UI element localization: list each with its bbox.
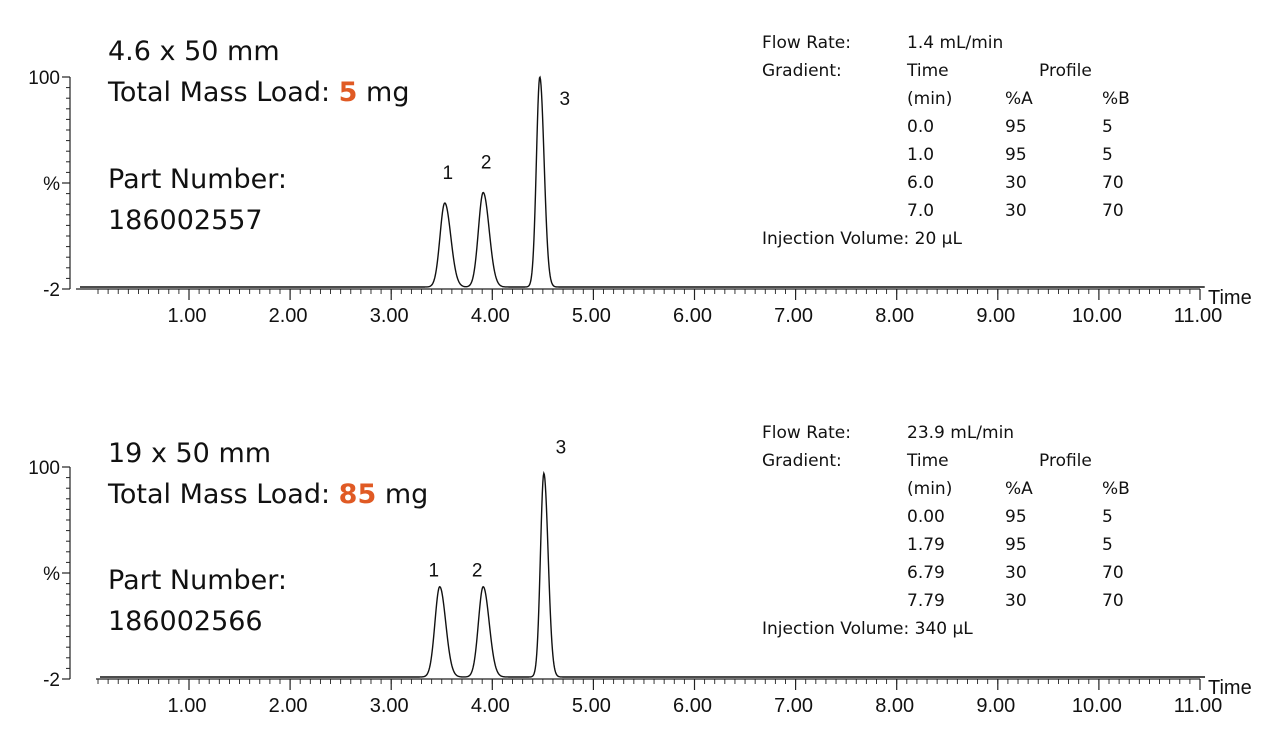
gradient-row-b: 70 (1102, 201, 1124, 221)
peak-label: 2 (472, 561, 483, 582)
y-tick-label: -2 (43, 670, 60, 691)
gradient-row-a: 30 (1005, 563, 1027, 583)
x-tick-label: 10.00 (1072, 695, 1122, 717)
mass-load-unit: mg (357, 77, 410, 108)
panel-2-part-number: 186002566 (108, 606, 263, 637)
mass-load-label: Total Mass Load: (108, 479, 339, 510)
gradient-row-b: 70 (1102, 591, 1124, 611)
y-tick-label: 100 (28, 68, 60, 89)
panel-2-part-number-label: Part Number: (108, 565, 287, 596)
x-tick-label: 6.00 (673, 695, 712, 717)
gradient-row-time: 6.0 (907, 173, 935, 193)
x-tick-label: 2.00 (269, 695, 308, 717)
panel-1-part-number-label: Part Number: (108, 164, 287, 195)
panel-1-column-label: 4.6 x 50 mm (108, 36, 280, 67)
x-tick-label: 3.00 (370, 695, 409, 717)
x-tick-label: 11.00 (1174, 305, 1223, 327)
peak-label: 3 (560, 89, 571, 110)
gradient-row-a: 30 (1005, 173, 1027, 193)
x-tick-label: 9.00 (976, 305, 1015, 327)
injection-volume: Injection Volume: 20 µL (762, 229, 962, 249)
y-tick-label: 100 (28, 458, 60, 479)
y-tick-label: % (43, 174, 60, 195)
x-tick-label: 2.00 (269, 305, 308, 327)
y-tick-label: -2 (43, 280, 60, 301)
x-tick-label: 7.00 (774, 305, 813, 327)
gradient-row-a: 95 (1005, 535, 1027, 555)
peak-label: 1 (442, 163, 453, 184)
gradient-row-a: 95 (1005, 507, 1027, 527)
x-axis-label: Time (1208, 287, 1252, 309)
peak-label: 2 (481, 153, 492, 174)
peak-label: 1 (428, 561, 439, 582)
mass-load-value: 85 (338, 479, 377, 510)
gradient-a-subheader: %A (1005, 89, 1033, 109)
gradient-label: Gradient: (762, 451, 842, 471)
flow-rate-label: Flow Rate: (762, 423, 851, 443)
x-tick-label: 8.00 (875, 695, 914, 717)
panel-2-column-label: 19 x 50 mm (108, 438, 272, 469)
gradient-row-b: 5 (1102, 507, 1113, 527)
gradient-row-time: 1.0 (907, 145, 935, 165)
gradient-row-a: 30 (1005, 201, 1027, 221)
flow-rate-value: 23.9 mL/min (907, 423, 1015, 443)
x-axis-label: Time (1208, 677, 1252, 699)
gradient-row-a: 30 (1005, 591, 1027, 611)
gradient-min-subheader: (min) (907, 479, 953, 499)
chromatogram-trace (80, 75, 1205, 288)
gradient-b-subheader: %B (1102, 89, 1130, 109)
gradient-time-header: Time (907, 451, 949, 471)
x-tick-label: 3.00 (370, 305, 409, 327)
gradient-row-b: 5 (1102, 145, 1113, 165)
flow-rate-value: 1.4 mL/min (907, 33, 1004, 53)
flow-rate-label: Flow Rate: (762, 33, 851, 53)
injection-volume: Injection Volume: 340 µL (762, 619, 973, 639)
x-tick-label: 4.00 (471, 305, 510, 327)
x-tick-label: 1.00 (168, 305, 207, 327)
gradient-row-b: 5 (1102, 117, 1113, 137)
gradient-profile-header: Profile (1039, 61, 1092, 81)
gradient-profile-header: Profile (1039, 451, 1092, 471)
panel-1-part-number: 186002557 (108, 205, 263, 236)
mass-load-label: Total Mass Load: (108, 77, 339, 108)
gradient-time-header: Time (907, 61, 949, 81)
x-tick-label: 4.00 (471, 695, 510, 717)
mass-load-unit: mg (376, 479, 429, 510)
x-tick-label: 9.00 (976, 695, 1015, 717)
gradient-row-b: 70 (1102, 173, 1124, 193)
gradient-min-subheader: (min) (907, 89, 953, 109)
gradient-row-time: 1.79 (907, 535, 945, 555)
gradient-b-subheader: %B (1102, 479, 1130, 499)
x-tick-label: 8.00 (875, 305, 914, 327)
gradient-a-subheader: %A (1005, 479, 1033, 499)
panel-2-mass-load: Total Mass Load: 85 mg (108, 474, 428, 515)
y-tick-label: % (43, 564, 60, 585)
gradient-row-time: 6.79 (907, 563, 945, 583)
mass-load-value: 5 (338, 77, 358, 108)
x-tick-label: 6.00 (673, 305, 712, 327)
gradient-row-time: 7.79 (907, 591, 945, 611)
x-tick-label: 1.00 (168, 695, 207, 717)
x-tick-label: 5.00 (572, 305, 611, 327)
gradient-row-b: 5 (1102, 535, 1113, 555)
gradient-row-time: 7.0 (907, 201, 935, 221)
panel-1-mass-load: Total Mass Load: 5 mg (108, 72, 409, 113)
x-tick-label: 11.00 (1174, 695, 1223, 717)
gradient-row-time: 0.00 (907, 507, 945, 527)
gradient-row-a: 95 (1005, 117, 1027, 137)
gradient-row-time: 0.0 (907, 117, 935, 137)
gradient-label: Gradient: (762, 61, 842, 81)
peak-label: 3 (556, 437, 567, 458)
gradient-row-b: 70 (1102, 563, 1124, 583)
x-tick-label: 10.00 (1072, 305, 1122, 327)
gradient-row-a: 95 (1005, 145, 1027, 165)
chromatogram-trace (100, 470, 1206, 678)
x-tick-label: 5.00 (572, 695, 611, 717)
x-tick-label: 7.00 (774, 695, 813, 717)
